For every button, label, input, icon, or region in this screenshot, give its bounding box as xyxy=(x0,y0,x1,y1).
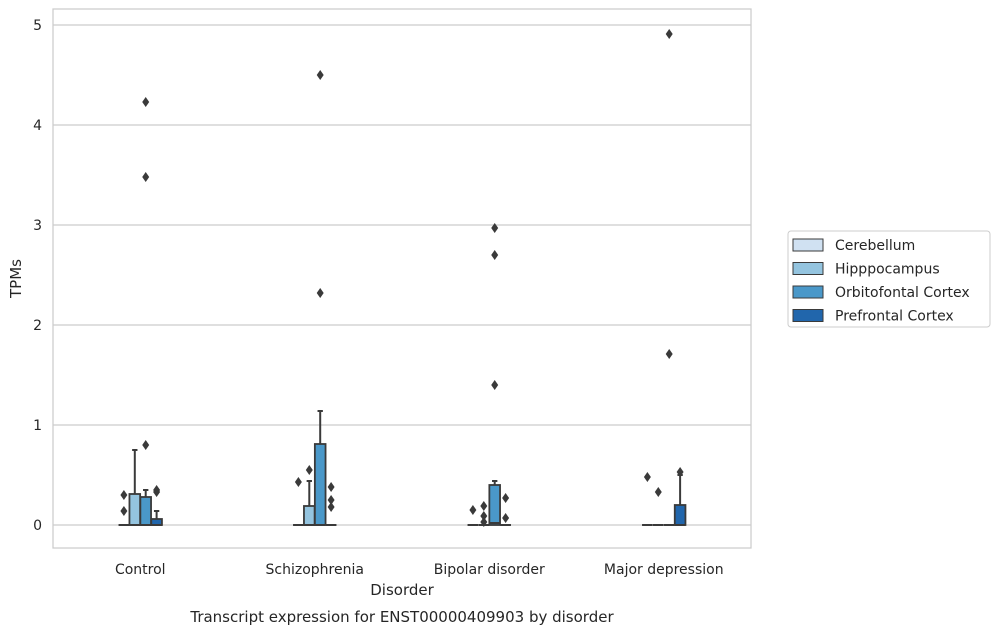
x-tick-label: Bipolar disorder xyxy=(434,562,545,578)
y-axis-label: TPMs xyxy=(7,259,25,299)
outlier-point xyxy=(327,482,335,492)
x-tick-labels: Control Schizophrenia Bipolar disorder Majo… xyxy=(115,562,724,578)
outlier-point xyxy=(142,172,150,182)
outlier-point xyxy=(305,465,313,475)
box-prefrontal-cortex xyxy=(325,482,337,526)
box-body xyxy=(673,504,687,526)
box-cerebellum xyxy=(118,490,130,526)
box-orbitofontal-cortex xyxy=(139,97,152,526)
outlier-point xyxy=(469,505,477,515)
box-hipppocampus xyxy=(478,501,490,527)
outlier-point xyxy=(327,502,335,512)
outlier-point xyxy=(665,29,673,39)
outlier-point xyxy=(491,380,499,390)
outlier-point xyxy=(294,477,302,487)
outlier-point xyxy=(142,97,150,107)
outlier-point xyxy=(153,485,161,495)
outlier-point xyxy=(480,511,488,521)
box-body xyxy=(313,443,327,526)
outlier-point xyxy=(327,495,335,505)
legend-swatch xyxy=(792,262,824,275)
box-cerebellum xyxy=(293,477,304,526)
box-orbitofontal-cortex xyxy=(663,29,675,526)
box-prefrontal-cortex xyxy=(500,493,511,526)
outlier-point xyxy=(120,506,128,516)
box-orbitofontal-cortex xyxy=(313,70,327,526)
outlier-point xyxy=(480,517,488,527)
chart-caption: Transcript expression for ENST0000040990… xyxy=(189,608,614,626)
x-axis-label: Disorder xyxy=(370,581,434,599)
y-tick-label: 2 xyxy=(33,318,42,334)
box-body xyxy=(488,484,501,526)
legend-entry: Prefrontal Cortex xyxy=(835,309,954,325)
box-cerebellum xyxy=(467,505,479,526)
outlier-point xyxy=(676,467,684,477)
y-tick-label: 1 xyxy=(33,418,42,434)
legend: Cerebellum Hipppocampus Orbitofontal Corte… xyxy=(787,230,991,328)
box-hipppocampus xyxy=(128,449,142,526)
legend-entry: Hipppocampus xyxy=(835,262,940,278)
y-tick-label: 4 xyxy=(33,118,42,134)
box-series xyxy=(118,29,687,527)
outlier-point xyxy=(491,223,499,233)
outlier-point xyxy=(643,472,651,482)
y-tick-label: 3 xyxy=(33,218,42,234)
legend-entry: Orbitofontal Cortex xyxy=(835,285,970,301)
legend-swatch xyxy=(792,238,824,252)
outlier-point xyxy=(654,487,662,497)
y-tick-label: 0 xyxy=(33,518,42,534)
outlier-point xyxy=(120,490,128,500)
outlier-point xyxy=(502,513,510,523)
plot-frame xyxy=(52,8,752,549)
y-tick-labels: 0 1 2 3 4 5 xyxy=(33,18,42,534)
outlier-point xyxy=(502,493,510,503)
box-hipppocampus xyxy=(303,465,316,526)
x-tick-label: Schizophrenia xyxy=(266,562,364,578)
y-tick-label: 5 xyxy=(33,18,42,34)
legend-entry: Cerebellum xyxy=(835,238,915,254)
legend-swatch xyxy=(792,309,824,322)
box-body xyxy=(303,505,316,526)
box-hipppocampus xyxy=(652,487,664,526)
box-orbitofontal-cortex xyxy=(488,223,501,526)
outlier-point xyxy=(316,288,324,298)
box-body xyxy=(128,493,142,526)
gridlines xyxy=(53,24,751,526)
box-cerebellum xyxy=(642,472,653,526)
x-tick-label: Major depression xyxy=(604,562,724,578)
box-prefrontal-cortex xyxy=(150,485,163,526)
outlier-point xyxy=(491,250,499,260)
legend-swatch xyxy=(792,285,824,299)
legend-frame xyxy=(787,230,991,328)
x-tick-label: Control xyxy=(115,562,166,578)
outlier-point xyxy=(480,501,488,511)
outlier-point xyxy=(316,70,324,80)
outlier-point xyxy=(665,349,673,359)
box-prefrontal-cortex xyxy=(673,467,687,526)
outlier-point xyxy=(142,440,150,450)
box-body xyxy=(139,496,152,526)
